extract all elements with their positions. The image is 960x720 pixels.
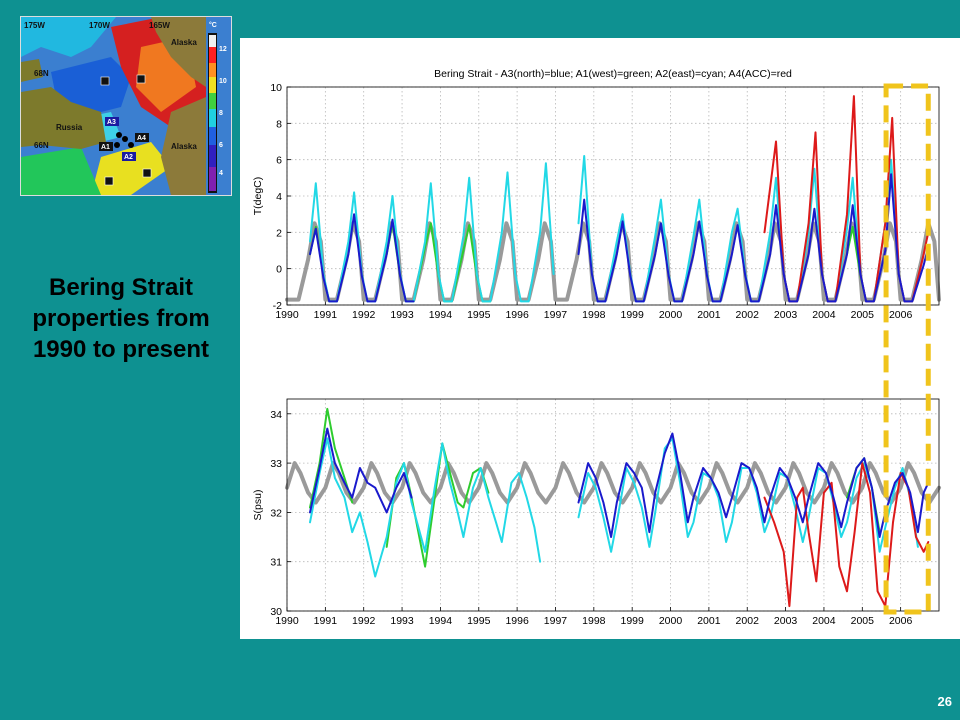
x-tick-label: 2002 xyxy=(736,309,760,321)
map-region-label: Alaska xyxy=(171,142,197,151)
x-tick-label: 1990 xyxy=(275,309,299,321)
x-tick-label: 1998 xyxy=(582,615,606,627)
x-tick-label: 1991 xyxy=(314,615,338,627)
y-tick-label: 8 xyxy=(276,118,282,130)
map-region-label: Alaska xyxy=(171,38,197,47)
x-tick-label: 1998 xyxy=(582,309,606,321)
x-tick-label: 1999 xyxy=(620,309,644,321)
x-tick-label: 2000 xyxy=(659,615,683,627)
y-tick-label: 33 xyxy=(270,458,282,470)
map-lat-label: 66N xyxy=(34,141,49,150)
temperature-chart: 1990 1991 1992 1993 1994 1995 1996 1997 1998 1999… xyxy=(252,68,941,321)
map-lat-label: 68N xyxy=(34,69,49,78)
x-tick-label: 1997 xyxy=(544,309,568,321)
highlight-box xyxy=(883,83,931,615)
x-tick-label: 1990 xyxy=(275,615,299,627)
colorbar-tick: 4 xyxy=(219,170,223,177)
x-tick-label: 2004 xyxy=(812,309,836,321)
y-tick-label: 10 xyxy=(270,82,282,94)
x-tick-label: 1995 xyxy=(467,309,491,321)
y-tick-label: 30 xyxy=(270,606,282,618)
x-tick-label: 1992 xyxy=(352,615,376,627)
colorbar-tick: 6 xyxy=(219,142,223,149)
y-tick-label: 34 xyxy=(270,409,282,421)
colorbar-unit: °C xyxy=(209,21,217,29)
x-tick-label: 1996 xyxy=(505,615,529,627)
time-series-figure: 1990 1991 1992 1993 1994 1995 1996 1997 1998 1999… xyxy=(240,38,960,639)
map-lon-label: 175W xyxy=(24,21,45,30)
map-region-label: Russia xyxy=(56,123,83,132)
plot-frame xyxy=(286,398,940,612)
x-tick-label: 2005 xyxy=(851,615,875,627)
slide-caption: Bering Strait properties from 1990 to pr… xyxy=(32,274,210,363)
colorbar-tick: 8 xyxy=(219,110,223,117)
x-tick-label: 2004 xyxy=(812,615,836,627)
x-tick-label: 1999 xyxy=(620,615,644,627)
plot-area xyxy=(287,399,939,611)
y-tick-label: 32 xyxy=(270,507,282,519)
chart-title: Bering Strait - A3(north)=blue; A1(west)… xyxy=(434,68,792,80)
page-number: 26 xyxy=(937,694,952,709)
y-axis-label: S(psu) xyxy=(252,490,264,521)
salinity-chart: 1990 1991 1992 1993 1994 1995 1996 1997 1998 1999… xyxy=(252,398,941,627)
x-tick-label: 1994 xyxy=(429,309,453,321)
x-tick-label: 2000 xyxy=(659,309,683,321)
x-tick-label: 1991 xyxy=(314,309,338,321)
x-tick-label: 2005 xyxy=(851,309,875,321)
x-tick-label: 2003 xyxy=(774,615,798,627)
y-tick-label: 4 xyxy=(276,191,282,203)
sst-map-image: 175W 170W 165W °C 12 10 8 6 4 68N 66N Al… xyxy=(21,17,231,195)
colorbar-tick: 12 xyxy=(219,46,227,53)
y-axis-label: T(degC) xyxy=(252,177,264,216)
mooring-label-a4: A4 xyxy=(137,135,146,142)
x-tick-label: 2002 xyxy=(736,615,760,627)
mooring-label-a1: A1 xyxy=(101,144,110,151)
x-tick-label: 1993 xyxy=(390,615,414,627)
bering-strait-sst-map: 175W 170W 165W °C 12 10 8 6 4 68N 66N Al… xyxy=(20,16,232,196)
y-tick-label: 0 xyxy=(276,264,282,276)
plot-frame xyxy=(286,86,940,306)
map-lon-label: 165W xyxy=(149,21,170,30)
series-line-a3-north xyxy=(309,427,930,538)
map-lon-label: 170W xyxy=(89,21,110,30)
temperature-salinity-plots: 1990 1991 1992 1993 1994 1995 1996 1997 1998 1999… xyxy=(252,68,941,627)
x-tick-label: 2001 xyxy=(697,309,721,321)
y-tick-label: 31 xyxy=(270,557,282,569)
colorbar-tick: 10 xyxy=(219,78,227,85)
x-tick-label: 1994 xyxy=(429,615,453,627)
y-tick-label: 6 xyxy=(276,155,282,167)
x-tick-label: 1996 xyxy=(505,309,529,321)
x-tick-label: 1995 xyxy=(467,615,491,627)
y-tick-label: 2 xyxy=(276,227,282,239)
y-tick-label: -2 xyxy=(273,300,282,312)
x-tick-label: 2001 xyxy=(697,615,721,627)
x-tick-label: 2003 xyxy=(774,309,798,321)
series-line-a3-north xyxy=(309,173,930,303)
x-tick-label: 1992 xyxy=(352,309,376,321)
mooring-label-a3: A3 xyxy=(107,119,116,126)
x-tick-label: 2006 xyxy=(889,615,913,627)
x-tick-label: 1993 xyxy=(390,309,414,321)
series-line-a4-acc xyxy=(763,462,930,608)
x-tick-label: 2006 xyxy=(889,309,913,321)
mooring-label-a2: A2 xyxy=(124,154,133,161)
x-tick-label: 1997 xyxy=(544,615,568,627)
